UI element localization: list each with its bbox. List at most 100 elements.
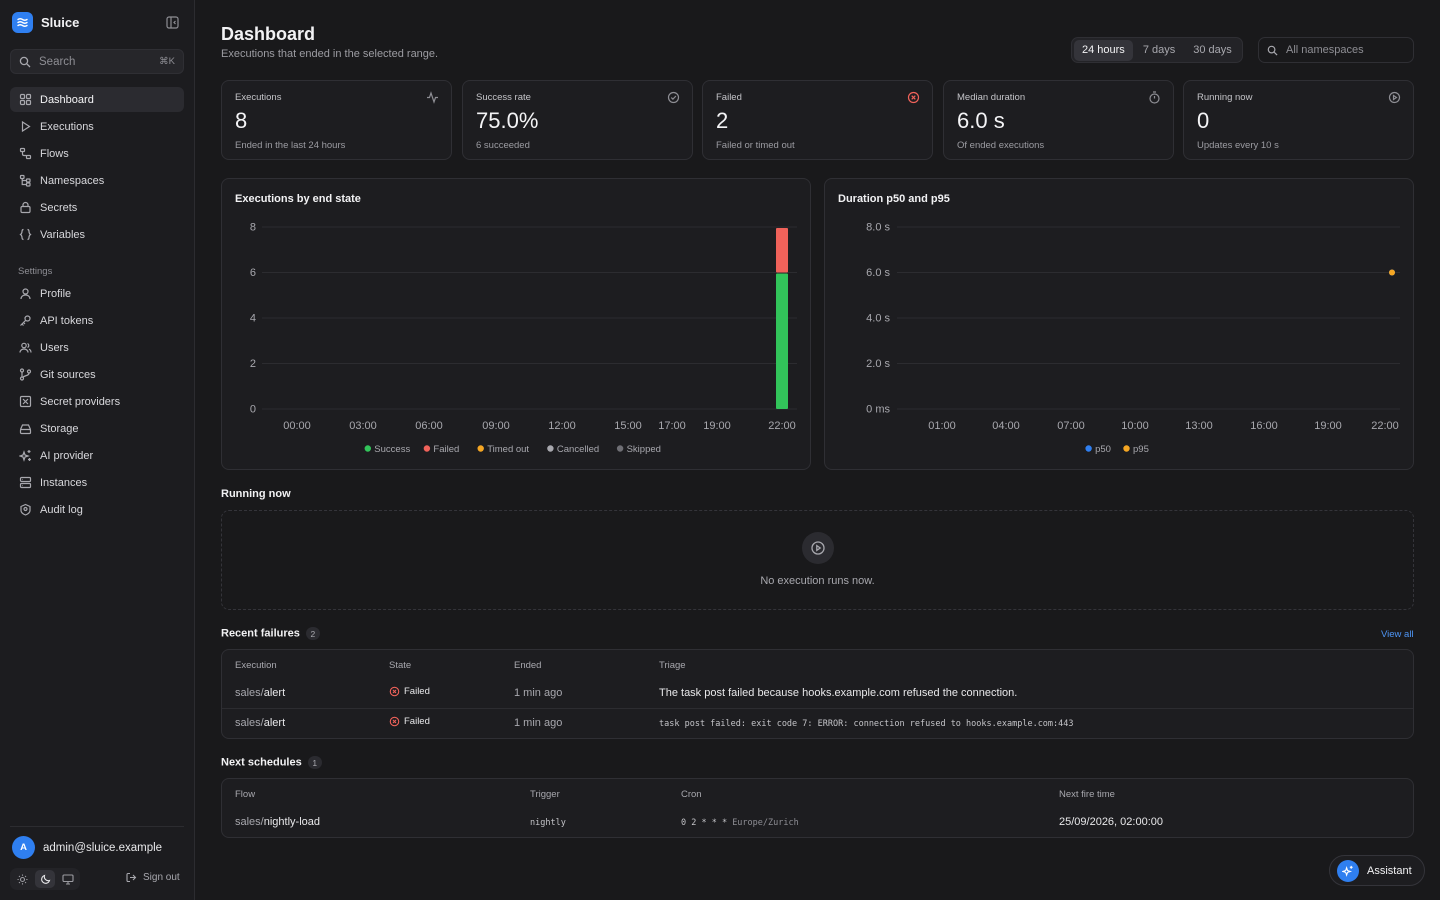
stat-value: 6.0 s [957,108,1005,133]
y-tick-label: 8.0 s [866,222,890,234]
stat-card-executions: Executions 8 Ended in the last 24 hours [221,80,452,160]
column-header: Trigger [530,789,560,800]
stat-card-running-now: Running now 0 Updates every 10 s [1183,80,1414,160]
table-row[interactable]: sales/alert Failed 1 min ago task post f… [222,708,1413,737]
bar-segment [776,228,788,273]
x-circle-icon [389,716,400,727]
nav-item-dashboard[interactable]: Dashboard [10,87,184,112]
brand[interactable]: Sluice [12,12,79,33]
range-24-hours[interactable]: 24 hours [1074,39,1133,61]
avatar: A [12,836,35,859]
timer-icon [1149,91,1160,104]
column-header: State [389,660,412,671]
server-icon [19,476,32,489]
nav-item-storage[interactable]: Storage [10,416,184,441]
legend-label: Cancelled [557,444,599,455]
braces-icon [19,228,32,241]
nav-label: AI provider [40,449,94,462]
user-menu[interactable]: A admin@sluice.example [12,836,184,859]
theme-system-button[interactable] [58,870,78,888]
y-tick-label: 4.0 s [866,313,890,325]
nav-item-profile[interactable]: Profile [10,281,184,306]
nav-item-users[interactable]: Users [10,335,184,360]
stat-subtext: Failed or timed out [716,140,795,151]
table-row[interactable]: sales/alert Failed 1 min ago The task po… [222,679,1413,708]
flow-name: alert [263,717,286,729]
search-input[interactable]: Search ⌘K [10,49,184,74]
x-tick-label: 17:00 [658,420,686,432]
nav-label: Profile [40,287,72,300]
y-tick-label: 6 [250,267,256,279]
nav-item-git-sources[interactable]: Git sources [10,362,184,387]
theme-light-button[interactable] [12,870,32,888]
y-tick-label: 0 [250,404,256,416]
triage-text: The task post failed because hooks.examp… [659,687,1018,699]
y-tick-label: 8 [250,222,256,234]
running-now-heading: Running now [221,488,291,500]
sidebar-toggle-icon[interactable] [165,15,180,30]
table-row[interactable]: sales/nightly-load nightly 0 2 * * * Eur… [222,808,1413,837]
running-empty-state: No execution runs now. [221,510,1414,610]
duration-line-chart: 0 ms 2.0 s 4.0 s 6.0 s 8.0 s 01:00 04:00 07:00 1… [866,222,1400,455]
stat-label: Success rate [476,92,531,103]
stat-card-success-rate: Success rate 75.0% 6 succeeded [462,80,693,160]
nav-item-variables[interactable]: Variables [10,222,184,247]
moon-icon [40,874,50,884]
column-header: Next fire time [1059,789,1115,800]
nav-label: Flows [40,147,69,160]
legend-label: p95 [1133,444,1149,455]
stat-value: 75.0% [476,108,539,133]
triage-log-text: task post failed: exit code 7: ERROR: co… [659,719,1074,729]
flow-name: nightly-load [263,816,321,828]
namespace-filter-input[interactable]: All namespaces [1258,37,1414,63]
nav-item-executions[interactable]: Executions [10,114,184,139]
ended-time: 1 min ago [514,717,563,729]
stat-subtext: Updates every 10 s [1197,140,1279,151]
column-header: Ended [514,660,542,671]
nav-item-flows[interactable]: Flows [10,141,184,166]
nav-item-instances[interactable]: Instances [10,470,184,495]
git-icon [19,368,32,381]
theme-dark-button[interactable] [35,870,55,888]
user-icon [20,288,31,300]
assistant-button[interactable]: Assistant [1329,855,1425,886]
check-circle-icon [667,91,680,104]
sluice-logo-icon [12,12,33,33]
sign-out-icon [126,872,137,883]
x-circle-icon [907,91,920,104]
data-point [1389,269,1395,276]
sidebar: Sluice Search ⌘K Dashboard Executions Fl… [0,0,195,900]
play-icon [21,120,31,133]
execution-link[interactable]: sales/alert [235,687,285,699]
nav-item-ai-provider[interactable]: AI provider [10,443,184,468]
recent-failures-heading: Recent failures 2 [221,627,320,640]
nav-item-secret-providers[interactable]: Secret providers [10,389,184,414]
sparkles-icon [1337,859,1359,882]
view-all-link[interactable]: View all [1381,629,1414,640]
x-tick-label: 06:00 [415,420,443,432]
search-placeholder: Search [39,55,76,68]
monitor-icon [62,873,74,885]
nav-item-namespaces[interactable]: Namespaces [10,168,184,193]
assistant-label: Assistant [1367,864,1412,877]
nav-label: API tokens [40,314,94,327]
trigger-name: nightly [530,818,566,828]
nav-item-secrets[interactable]: Secrets [10,195,184,220]
nav-item-api-tokens[interactable]: API tokens [10,308,184,333]
chart-title: Duration p50 and p95 [838,193,950,205]
range-30-days[interactable]: 30 days [1193,44,1232,56]
sign-out-button[interactable]: Sign out [126,872,180,883]
search-icon [19,56,31,67]
nav-label: Git sources [40,368,96,381]
nav-item-audit-log[interactable]: Audit log [10,497,184,522]
ended-time: 1 min ago [514,687,563,699]
nav-label: Secret providers [40,395,121,408]
namespace-text: sales/ [235,717,264,729]
y-tick-label: 2 [250,358,256,370]
nav-label: Namespaces [40,174,105,187]
flow-link[interactable]: sales/nightly-load [235,816,320,828]
range-7-days[interactable]: 7 days [1142,44,1176,56]
x-tick-label: 12:00 [548,420,576,432]
execution-link[interactable]: sales/alert [235,717,285,729]
bar-segment [776,273,788,409]
